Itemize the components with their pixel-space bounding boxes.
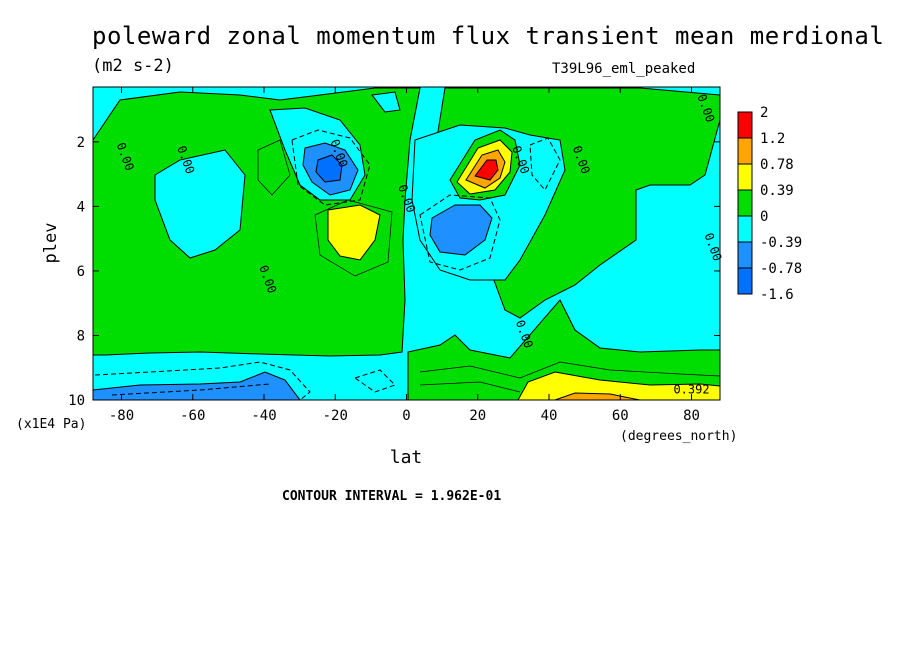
contour-label: 0.392: [673, 383, 709, 397]
y-axis: 2 4 6 8 10: [68, 135, 720, 409]
contour-interval: CONTOUR INTERVAL = 1.962E-01: [282, 489, 502, 504]
dashed-contours: [94, 129, 561, 400]
colorbar-label: 2: [760, 105, 768, 121]
colorbar-label: -0.78: [760, 261, 802, 277]
x-tick-label: -20: [323, 408, 348, 424]
region-cyan-hole-1: [154, 149, 246, 259]
y-tick-label: 2: [77, 135, 85, 151]
region-yellow-surface: [517, 371, 720, 400]
colorbar-label: 0: [760, 209, 768, 225]
colorbar-label: 0.78: [760, 157, 794, 173]
filled-contours: [93, 87, 720, 400]
chart-title: poleward zonal momentum flux transient m…: [92, 22, 885, 50]
x-tick-label: -80: [109, 408, 134, 424]
colorbar-swatch: [737, 163, 753, 191]
colorbar-swatch: [737, 111, 753, 139]
y-tick-label: 6: [77, 264, 85, 280]
chart-units: (m2 s-2): [92, 56, 174, 76]
x-axis-unit: (degrees_north): [620, 429, 737, 444]
x-tick-label: 60: [612, 408, 629, 424]
x-tick-label: 0: [402, 408, 410, 424]
region-orange-surface: [554, 392, 641, 400]
region-lightblue-center: [429, 204, 493, 256]
colorbar-swatch: [737, 189, 753, 217]
colorbar-swatch: [737, 241, 753, 269]
x-axis-label: lat: [390, 447, 423, 468]
x-tick-label: 80: [683, 408, 700, 424]
thin-contours: [257, 139, 720, 393]
colorbar-label: -1.6: [760, 287, 794, 303]
x-tick-label: -60: [180, 408, 205, 424]
region-cyan-hole-3: [371, 91, 401, 113]
region-red-right: [474, 159, 499, 181]
colorbar-label: 1.2: [760, 131, 785, 147]
region-yellow-left: [327, 204, 381, 261]
colorbar-swatch: [737, 215, 753, 243]
colorbar-swatch: [737, 267, 753, 295]
x-tick-label: 20: [469, 408, 486, 424]
colorbar-label: 0.39: [760, 183, 794, 199]
colorbar-label: -0.39: [760, 235, 802, 251]
y-axis-unit: (x1E4 Pa): [16, 417, 86, 432]
y-tick-label: 4: [77, 199, 85, 215]
region-darkblue-upper-left: [315, 154, 343, 183]
y-tick-label: 8: [77, 328, 85, 344]
region-green-lower: [407, 299, 720, 400]
x-tick-label: -40: [251, 408, 276, 424]
colorbar: 2 1.2 0.78 0.39 0 -0.39 -0.78 -1.6: [737, 105, 802, 303]
run-label: T39L96_eml_peaked: [552, 61, 696, 77]
x-tick-label: 40: [541, 408, 558, 424]
y-tick-label: 10: [68, 393, 85, 409]
colorbar-swatch: [737, 137, 753, 165]
x-axis: -80 -60 -40 -20 0 20 40 60 80: [109, 87, 700, 424]
y-axis-label: plev: [41, 223, 61, 264]
